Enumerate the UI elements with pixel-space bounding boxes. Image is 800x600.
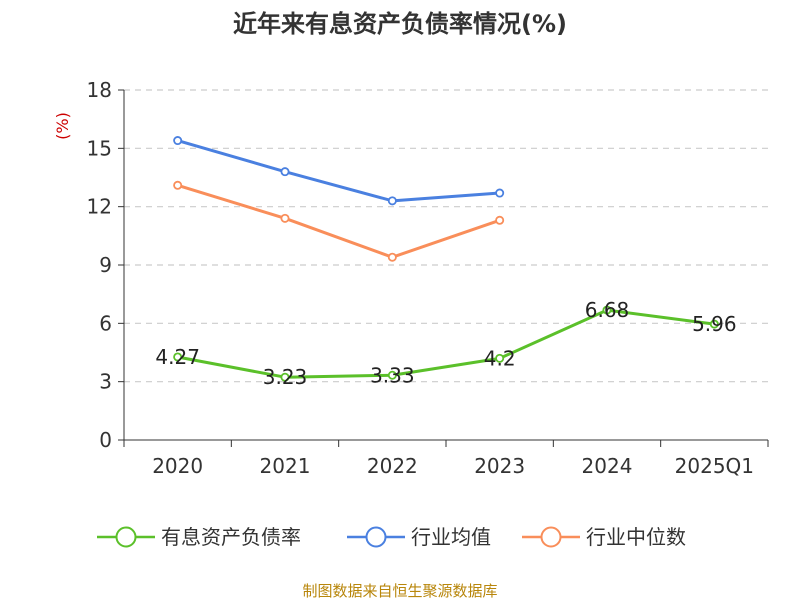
- data-point[interactable]: [173, 352, 183, 362]
- data-label: 5.96: [692, 312, 737, 336]
- legend-label: 行业中位数: [586, 525, 686, 549]
- data-point[interactable]: [173, 136, 183, 146]
- axes: [118, 89, 769, 447]
- legend-label: 行业均值: [411, 525, 491, 549]
- y-tick-label: 3: [99, 370, 112, 394]
- data-label: 6.68: [585, 298, 630, 322]
- data-point[interactable]: [387, 370, 397, 380]
- data-point[interactable]: [387, 252, 397, 262]
- grid-lines: [124, 89, 768, 383]
- series-line: [177, 183, 501, 259]
- data-label: 3.33: [370, 363, 415, 387]
- y-tick-label: 18: [87, 78, 112, 102]
- x-tick-label: 2022: [367, 454, 418, 478]
- legend-label: 有息资产负债率: [161, 525, 301, 549]
- data-point[interactable]: [495, 215, 505, 225]
- data-labels: 4.27 3.23 3.33 4.2 6.68 5.96: [155, 298, 736, 389]
- series-line: [177, 308, 715, 379]
- data-label: 4.27: [155, 345, 200, 369]
- data-point[interactable]: [602, 305, 612, 315]
- x-tick-label: 2024: [582, 454, 633, 478]
- x-tick-labels: 2020 2021 2022 2023 2024 2025Q1: [152, 454, 754, 478]
- y-axis-unit: (%): [53, 112, 72, 140]
- data-point[interactable]: [280, 213, 290, 223]
- y-tick-label: 15: [87, 136, 112, 160]
- chart-title: 近年来有息资产负债率情况(%): [233, 10, 567, 38]
- x-tick-label: 2025Q1: [675, 454, 754, 478]
- series-line: [177, 139, 500, 203]
- series-lines: [173, 136, 719, 382]
- legend-marker: [540, 526, 562, 548]
- data-point[interactable]: [280, 372, 290, 382]
- data-point[interactable]: [387, 196, 397, 206]
- data-label: 4.2: [484, 346, 516, 370]
- y-tick-label: 0: [99, 428, 112, 452]
- data-label: 3.23: [263, 365, 308, 389]
- legend-marker: [365, 526, 387, 548]
- y-tick-label: 12: [87, 195, 112, 219]
- data-point[interactable]: [280, 167, 290, 177]
- legend-marker: [115, 526, 137, 548]
- data-point[interactable]: [495, 353, 505, 363]
- x-tick-label: 2021: [260, 454, 311, 478]
- data-point[interactable]: [709, 319, 719, 329]
- legend-item[interactable]: 行业中位数: [522, 525, 686, 549]
- legend-item[interactable]: 有息资产负债率: [97, 525, 301, 549]
- legend[interactable]: 有息资产负债率 行业均值 行业中位数: [97, 525, 686, 549]
- x-tick-label: 2020: [152, 454, 203, 478]
- data-point[interactable]: [173, 180, 183, 190]
- y-tick-labels: 0 3 6 9 12 15 18: [87, 78, 112, 452]
- source-note: 制图数据来自恒生聚源数据库: [302, 582, 497, 600]
- x-tick-label: 2023: [474, 454, 525, 478]
- data-point[interactable]: [495, 188, 505, 198]
- y-tick-label: 9: [99, 253, 112, 277]
- y-tick-label: 6: [99, 311, 112, 335]
- legend-item[interactable]: 行业均值: [347, 525, 491, 549]
